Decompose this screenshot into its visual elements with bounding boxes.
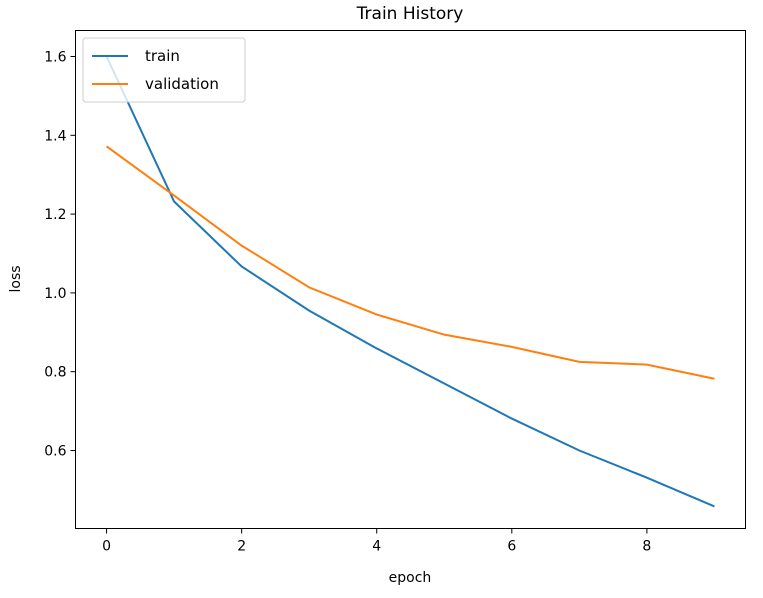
plot-frame [75, 30, 746, 529]
y-axis-label: loss [8, 265, 24, 292]
y-tick-label: 1.6 [44, 50, 66, 66]
y-tick-label: 1.2 [44, 207, 66, 223]
y-tick-label: 0.8 [44, 365, 66, 381]
y-tick-label: 1.0 [44, 286, 66, 302]
legend-box [82, 37, 246, 103]
series-line-train [105, 56, 715, 508]
y-tick-label: 0.6 [44, 443, 66, 459]
x-axis-label: epoch [389, 570, 432, 586]
chart-title: Train History [356, 4, 464, 24]
x-tick-label: 0 [102, 539, 111, 555]
legend-label-train: train [145, 47, 180, 65]
y-tick-label: 1.4 [44, 128, 66, 144]
legend: train validation [82, 37, 246, 103]
legend-label-validation: validation [145, 75, 219, 93]
x-tick-label: 2 [237, 539, 246, 555]
x-tick-label: 6 [507, 539, 516, 555]
x-tick-label: 8 [642, 539, 651, 555]
series-line-validation [105, 145, 715, 380]
x-tick-label: 4 [372, 539, 381, 555]
